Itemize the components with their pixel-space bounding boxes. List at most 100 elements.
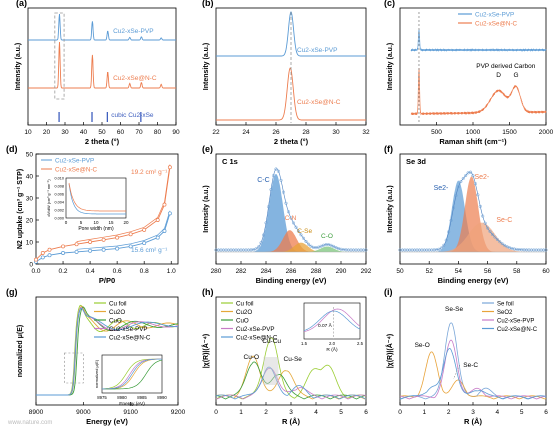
annotation-g-band: G [514, 72, 519, 79]
data-point [289, 216, 293, 220]
data-point [264, 221, 268, 225]
data-point-pvp [47, 253, 52, 258]
legend-label-nc: Cu2-xSe@N-C [475, 21, 518, 28]
inset-line-pvp [303, 308, 361, 333]
x-tick-label: 1000 [466, 129, 481, 136]
plot-frame [35, 296, 179, 406]
inset-x-tick-label: 15 [108, 220, 114, 225]
x-axis-label: 2 theta (°) [274, 137, 309, 146]
y-axis-label: normalized μ(E) [17, 325, 24, 378]
inset-frame [303, 302, 361, 340]
data-point [490, 232, 495, 237]
panel-label: (g) [6, 287, 18, 297]
x-tick-label: 40 [80, 129, 88, 136]
legend-label: Se foil [497, 302, 514, 308]
annotation-se-o: Se-O [415, 342, 430, 349]
inset-line-2 [102, 359, 163, 390]
data-point [471, 174, 475, 178]
peak-label-cc: C-C [257, 177, 269, 184]
series-label-pvp: Cu2-xSe-PVP [297, 47, 337, 54]
data-point-nc [101, 237, 106, 242]
inset-y-label: normalized μ(E) [94, 359, 99, 388]
data-point [256, 245, 261, 249]
data-point [306, 242, 311, 246]
y-axis-label: Intensity (a.u.) [203, 43, 210, 90]
y-axis-label: Intensity (a.u.) [387, 185, 394, 232]
peak-fill [400, 176, 546, 252]
plot-frame [215, 7, 367, 126]
peak-fill [216, 242, 366, 252]
data-point [331, 244, 336, 248]
x-tick-label: 9200 [171, 409, 186, 416]
x-axis-label: P/P0 [99, 276, 115, 285]
data-point [334, 246, 338, 250]
plot-frame [27, 7, 177, 126]
inset-frame [65, 177, 127, 219]
panel-label: (f) [384, 144, 393, 154]
inset-x-tick-label: 8985 [137, 395, 147, 400]
data-point [269, 188, 273, 192]
x-tick-label: 2000 [539, 129, 554, 136]
inset-line-nc [68, 182, 126, 212]
legend-label: Cu2O [109, 309, 125, 316]
x-tick-label: 6 [364, 409, 368, 416]
inset-x-tick-label: 8975 [97, 395, 107, 400]
peak-label-cse: C-Se [297, 228, 312, 235]
y-axis-label: N2 uptake (cm³ g⁻¹ STP) [17, 169, 24, 249]
chart-title: C 1s [222, 157, 238, 166]
data-point [498, 240, 502, 244]
series-label-nc: Cu2-xSe@N-C [113, 75, 157, 82]
x-tick-label: 500 [431, 129, 442, 136]
peak-fill [400, 222, 546, 252]
inset-line-nc [303, 310, 361, 332]
data-point [439, 246, 443, 250]
chart-title: Se 3d [406, 157, 426, 166]
data-point-pvp [74, 249, 79, 254]
data-point [329, 243, 333, 247]
series-label-nc: Cu2-xSe@N-C [297, 99, 341, 106]
data-point-nc [128, 232, 133, 237]
x-tick-label: 0.0 [31, 268, 40, 275]
x-tick-label: 3 [289, 409, 293, 416]
panel-label: (e) [202, 144, 213, 154]
data-point [503, 243, 507, 247]
series-line-3 [215, 367, 367, 400]
x-tick-label: 1 [239, 409, 243, 416]
x-tick-label: 10 [24, 129, 32, 136]
y-tick-label: 40 [26, 174, 34, 181]
x-tick-label: 58 [513, 268, 521, 275]
data-point [276, 169, 281, 173]
annotation-d-band: D [496, 72, 501, 79]
highlight-box [54, 12, 65, 100]
data-point [301, 236, 306, 240]
panel-label: (i) [384, 287, 393, 297]
x-tick-label: 80 [154, 129, 162, 136]
series-line-nc [28, 41, 176, 89]
inset-x-tick-label: 2.0 [329, 341, 336, 346]
inset-x-label: R (Å) [326, 346, 338, 353]
data-point [444, 238, 448, 242]
series-line-3 [399, 347, 547, 400]
y-tick-label: 10 [26, 240, 34, 247]
x-axis-label: Binding energy (eV) [256, 276, 327, 285]
legend-label: Cu foil [236, 301, 254, 308]
plot-frame [399, 296, 547, 406]
data-point [481, 214, 485, 218]
data-point-pvp [101, 247, 106, 252]
data-point [364, 248, 368, 252]
x-tick-label: 60 [117, 129, 125, 136]
x-axis-label: Raman shift (cm⁻¹) [439, 137, 507, 146]
envelope-line [216, 168, 366, 251]
data-point-pvp [115, 246, 120, 251]
x-tick-label: 4 [496, 409, 500, 416]
plot-frame [35, 153, 179, 265]
data-point [296, 229, 301, 233]
peak-label-se2-b: Se2- [474, 174, 489, 181]
inset-x-label: Energy (eV) [119, 401, 145, 407]
x-axis-label: R (Å) [282, 417, 300, 426]
x-tick-label: 1.0 [167, 268, 176, 275]
legend-label: Cu2-xSe@N-C [497, 327, 538, 333]
legend-label-nc: Cu2-xSe@N-C [55, 167, 98, 174]
data-point-pvp [88, 248, 93, 253]
